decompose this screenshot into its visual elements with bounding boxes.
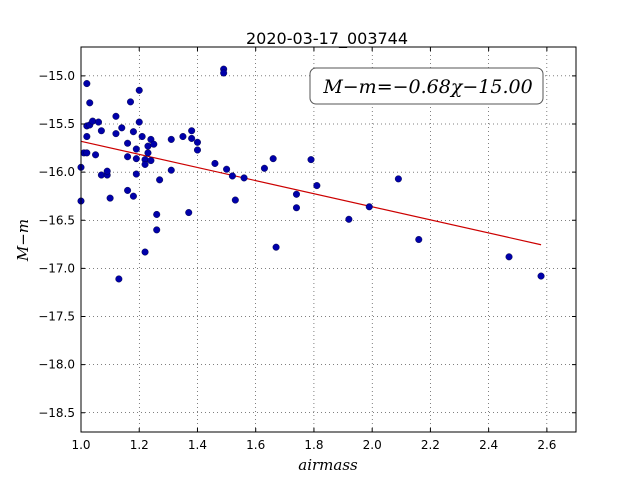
fit-line-group <box>80 140 542 246</box>
data-point <box>141 160 149 168</box>
data-point <box>132 170 140 178</box>
data-point <box>188 134 196 142</box>
data-point <box>269 155 277 163</box>
chart-title: 2020-03-17_003744 <box>246 29 408 49</box>
x-axis-label: airmass <box>298 456 358 474</box>
fit-annotation: M−m=−0.68χ−15.00 <box>309 67 544 105</box>
data-point <box>537 272 545 280</box>
data-point <box>94 118 102 126</box>
annotation-text: M−m=−0.68χ−15.00 <box>322 76 532 98</box>
data-point <box>129 128 137 136</box>
y-tick-label: −18.0 <box>38 358 75 372</box>
data-point <box>394 175 402 183</box>
data-point <box>115 275 123 283</box>
data-point <box>83 149 91 157</box>
data-point <box>86 99 94 107</box>
data-point <box>126 98 134 106</box>
data-point <box>185 209 193 217</box>
annotation-box <box>309 67 544 105</box>
data-point <box>193 138 201 146</box>
data-point <box>415 235 423 243</box>
data-point <box>92 151 100 159</box>
data-point <box>124 139 132 147</box>
data-point <box>313 182 321 190</box>
x-tick-label: 1.0 <box>71 438 90 452</box>
fit-line <box>80 140 542 246</box>
data-point <box>292 204 300 212</box>
plot-frame <box>80 46 577 433</box>
data-point <box>220 69 228 77</box>
x-tick-label: 2.4 <box>479 438 498 452</box>
x-tick-label: 2.2 <box>421 438 440 452</box>
data-point <box>132 145 140 153</box>
y-tick-label: −16.0 <box>38 165 75 179</box>
data-point <box>365 203 373 211</box>
data-point <box>292 190 300 198</box>
data-point <box>97 127 105 135</box>
data-point <box>505 253 513 261</box>
data-point <box>124 153 132 161</box>
data-point <box>345 215 353 223</box>
data-point <box>193 146 201 154</box>
data-point <box>83 133 91 141</box>
x-tick-label: 2.6 <box>537 438 556 452</box>
data-point <box>167 135 175 143</box>
data-point <box>135 118 143 126</box>
data-point <box>135 86 143 94</box>
y-tick-label: −17.0 <box>38 261 75 275</box>
data-point <box>118 124 126 132</box>
data-point <box>153 210 161 218</box>
data-point <box>89 117 97 125</box>
x-tick-label: 1.2 <box>130 438 149 452</box>
axis-ticks: 1.0 1.2 1.4 1.6 1.8 2.0 2.2 2.4 2.6 −15.0 −15.5 −16… <box>38 47 576 452</box>
x-tick-label: 2.0 <box>363 438 382 452</box>
data-point <box>112 112 120 120</box>
data-point <box>153 226 161 234</box>
grid-lines <box>80 47 576 432</box>
data-point <box>188 127 196 135</box>
data-point <box>138 133 146 141</box>
data-point <box>167 166 175 174</box>
data-point <box>211 159 219 167</box>
data-point <box>112 130 120 138</box>
data-point <box>307 156 315 164</box>
y-tick-label: −18.5 <box>38 406 75 420</box>
data-point <box>147 157 155 165</box>
data-point <box>97 171 105 179</box>
data-point <box>144 142 152 150</box>
data-point <box>144 149 152 157</box>
y-axis-label: M−m <box>14 219 32 262</box>
data-point <box>228 172 236 180</box>
data-point <box>103 167 111 175</box>
data-point <box>132 155 140 163</box>
data-point <box>150 140 158 148</box>
y-tick-label: −15.5 <box>38 117 75 131</box>
x-tick-label: 1.8 <box>304 438 323 452</box>
data-points <box>77 65 545 283</box>
data-point <box>83 80 91 88</box>
data-point <box>179 133 187 141</box>
data-point <box>240 174 248 182</box>
data-point <box>231 196 239 204</box>
data-point <box>223 165 231 173</box>
data-point <box>260 164 268 172</box>
data-point <box>129 192 137 200</box>
data-point <box>124 186 132 194</box>
data-point <box>272 243 280 251</box>
x-tick-label: 1.4 <box>188 438 207 452</box>
data-point <box>156 176 164 184</box>
data-point <box>141 248 149 256</box>
data-point <box>106 194 114 202</box>
y-tick-label: −16.5 <box>38 213 75 227</box>
y-tick-label: −17.5 <box>38 310 75 324</box>
y-tick-label: −15.0 <box>38 69 75 83</box>
x-tick-label: 1.6 <box>246 438 265 452</box>
